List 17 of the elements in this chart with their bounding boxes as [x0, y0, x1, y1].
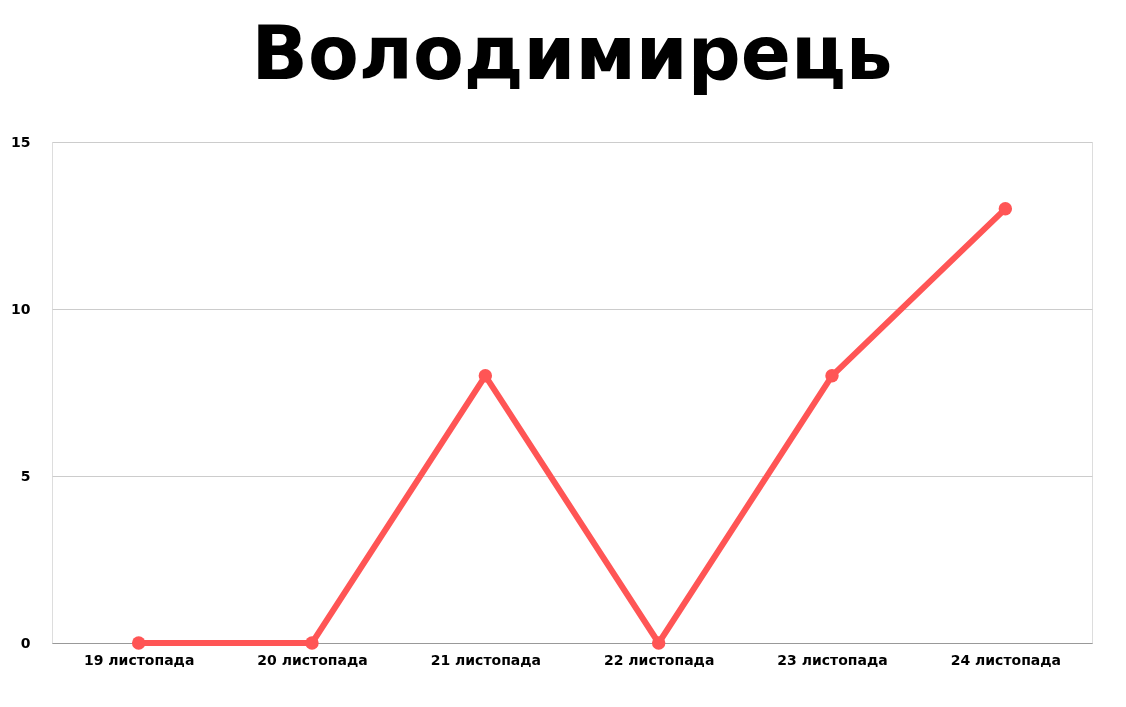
point: [998, 202, 1013, 216]
x-tick-label: 22 листопада: [604, 651, 715, 668]
x-tick-label: 20 листопада: [257, 651, 368, 668]
point: [651, 636, 666, 650]
y-tick-label: 0: [20, 634, 31, 651]
x-tick-label: 19 листопада: [84, 651, 195, 668]
x-tick-label: 24 листопада: [950, 651, 1061, 668]
y-tick-label: 15: [11, 133, 31, 150]
x-tick-label: 21 листопада: [430, 651, 541, 668]
y-tick-label: 5: [20, 467, 31, 484]
point: [478, 369, 493, 383]
point: [131, 636, 146, 650]
point: [305, 636, 319, 650]
point: [825, 369, 839, 383]
x-tick-label: 23 листопада: [777, 651, 888, 668]
chart-title: Володимирець: [251, 10, 893, 96]
y-tick-label: 10: [11, 300, 31, 317]
